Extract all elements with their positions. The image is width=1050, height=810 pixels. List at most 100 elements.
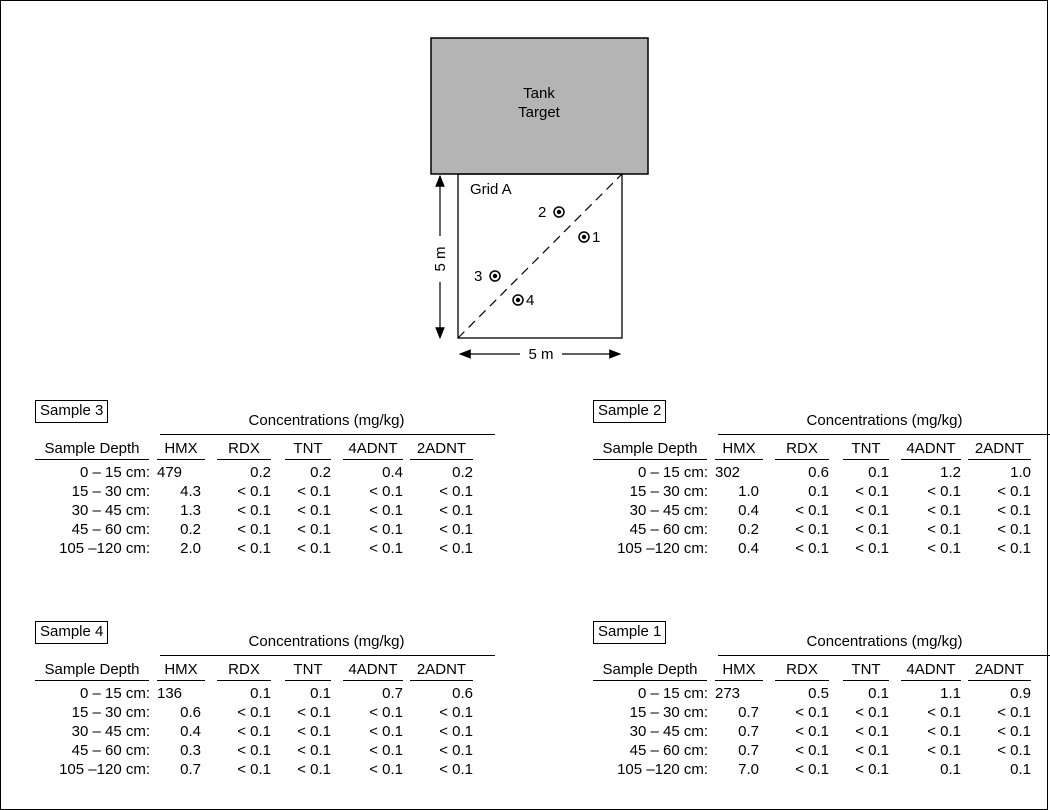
sample-label: Sample 3: [35, 400, 109, 423]
cell-depth: 30 – 45 cm:: [629, 502, 708, 519]
cell-2adnt: 1.0: [1010, 464, 1031, 481]
header-rule: [160, 655, 495, 656]
cell-2adnt: < 0.1: [439, 761, 473, 778]
cell-4adnt: < 0.1: [369, 521, 403, 538]
cell-tnt: 0.1: [868, 685, 889, 702]
cell-tnt: < 0.1: [855, 540, 889, 557]
cell-hmx: 0.7: [738, 742, 759, 759]
concentrations-header: Concentrations (mg/kg): [806, 633, 963, 650]
sample-point-4: 4: [512, 292, 534, 309]
cell-2adnt: < 0.1: [439, 521, 473, 538]
cell-rdx: < 0.1: [795, 704, 829, 721]
col-header-2adnt: 2ADNT: [410, 440, 473, 460]
cell-4adnt: < 0.1: [927, 540, 961, 557]
cell-rdx: < 0.1: [237, 704, 271, 721]
cell-tnt: 0.1: [868, 464, 889, 481]
header-rule: [160, 434, 495, 435]
table-row: 0 – 15 cm: 136 0.1 0.1 0.7 0.6: [35, 685, 495, 703]
table-row: 15 – 30 cm: 0.6 < 0.1 < 0.1 < 0.1 < 0.1: [35, 704, 495, 722]
cell-hmx: 2.0: [180, 540, 201, 557]
cell-depth: 0 – 15 cm:: [637, 685, 708, 702]
cell-hmx: 0.4: [180, 723, 201, 740]
col-header-rdx: RDX: [217, 661, 271, 681]
table-row: 15 – 30 cm: 1.0 0.1 < 0.1 < 0.1 < 0.1: [593, 483, 1050, 501]
cell-rdx: < 0.1: [237, 540, 271, 557]
point-label-1: 1: [592, 229, 600, 246]
cell-tnt: < 0.1: [297, 502, 331, 519]
table-row: 30 – 45 cm: 0.4 < 0.1 < 0.1 < 0.1 < 0.1: [593, 502, 1050, 520]
cell-rdx: < 0.1: [237, 483, 271, 500]
table-row: 0 – 15 cm: 273 0.5 0.1 1.1 0.9: [593, 685, 1050, 703]
cell-tnt: < 0.1: [855, 742, 889, 759]
vertical-dimension-label: 5 m: [432, 246, 449, 271]
cell-rdx: < 0.1: [795, 521, 829, 538]
cell-hmx: 7.0: [738, 761, 759, 778]
sample-point-2: 2: [538, 204, 565, 221]
cell-2adnt: < 0.1: [439, 540, 473, 557]
cell-depth: 45 – 60 cm:: [71, 742, 150, 759]
cell-hmx: 273: [715, 685, 741, 702]
cell-tnt: < 0.1: [855, 502, 889, 519]
point-label-2: 2: [538, 204, 546, 221]
table-row: 30 – 45 cm: 0.4 < 0.1 < 0.1 < 0.1 < 0.1: [35, 723, 495, 741]
cell-depth: 15 – 30 cm:: [71, 483, 150, 500]
col-header-hmx: HMX: [157, 440, 205, 460]
horizontal-dimension-label: 5 m: [528, 346, 553, 363]
cell-2adnt: 0.1: [1010, 761, 1031, 778]
cell-2adnt: < 0.1: [997, 742, 1031, 759]
cell-depth: 15 – 30 cm:: [629, 483, 708, 500]
cell-4adnt: < 0.1: [369, 704, 403, 721]
table-row: 45 – 60 cm: 0.2 < 0.1 < 0.1 < 0.1 < 0.1: [35, 521, 495, 539]
cell-hmx: 479: [157, 464, 183, 481]
cell-depth: 45 – 60 cm:: [629, 742, 708, 759]
cell-depth: 105 –120 cm:: [59, 540, 150, 557]
cell-2adnt: < 0.1: [997, 704, 1031, 721]
cell-tnt: < 0.1: [855, 761, 889, 778]
cell-depth: 105 –120 cm:: [59, 761, 150, 778]
table-row: 30 – 45 cm: 1.3 < 0.1 < 0.1 < 0.1 < 0.1: [35, 502, 495, 520]
col-header-hmx: HMX: [157, 661, 205, 681]
cell-4adnt: < 0.1: [369, 502, 403, 519]
col-header-tnt: TNT: [843, 661, 889, 681]
cell-hmx: 0.6: [180, 704, 201, 721]
sample-point-3: 3: [474, 268, 501, 285]
cell-tnt: < 0.1: [855, 704, 889, 721]
cell-depth: 0 – 15 cm:: [79, 685, 150, 702]
cell-4adnt: 1.2: [940, 464, 961, 481]
cell-hmx: 4.3: [180, 483, 201, 500]
cell-hmx: 0.2: [180, 521, 201, 538]
cell-2adnt: < 0.1: [997, 540, 1031, 557]
cell-hmx: 1.0: [738, 483, 759, 500]
cell-tnt: < 0.1: [855, 483, 889, 500]
col-header-4adnt: 4ADNT: [901, 661, 961, 681]
concentrations-header: Concentrations (mg/kg): [248, 633, 405, 650]
col-header-depth: Sample Depth: [593, 440, 707, 460]
cell-4adnt: < 0.1: [369, 540, 403, 557]
cell-hmx: 0.4: [738, 502, 759, 519]
table-row: 15 – 30 cm: 4.3 < 0.1 < 0.1 < 0.1 < 0.1: [35, 483, 495, 501]
cell-2adnt: < 0.1: [997, 723, 1031, 740]
cell-depth: 30 – 45 cm:: [629, 723, 708, 740]
table-row: 45 – 60 cm: 0.2 < 0.1 < 0.1 < 0.1 < 0.1: [593, 521, 1050, 539]
sample-label: Sample 2: [593, 400, 667, 423]
cell-hmx: 0.7: [180, 761, 201, 778]
cell-2adnt: 0.2: [452, 464, 473, 481]
cell-4adnt: 0.4: [382, 464, 403, 481]
target-label-line1: Tank: [523, 85, 555, 102]
cell-depth: 15 – 30 cm:: [629, 704, 708, 721]
cell-hmx: 0.7: [738, 704, 759, 721]
sample-label: Sample 4: [35, 621, 109, 644]
cell-rdx: < 0.1: [237, 723, 271, 740]
cell-tnt: < 0.1: [297, 761, 331, 778]
target-label-line2: Target: [518, 104, 561, 121]
cell-rdx: 0.2: [250, 464, 271, 481]
grid-label: Grid A: [470, 181, 512, 198]
col-header-tnt: TNT: [285, 440, 331, 460]
cell-hmx: 0.7: [738, 723, 759, 740]
cell-2adnt: < 0.1: [439, 742, 473, 759]
header-rule: [718, 434, 1050, 435]
cell-2adnt: < 0.1: [439, 704, 473, 721]
cell-2adnt: 0.6: [452, 685, 473, 702]
cell-4adnt: < 0.1: [927, 723, 961, 740]
header-rule: [718, 655, 1050, 656]
